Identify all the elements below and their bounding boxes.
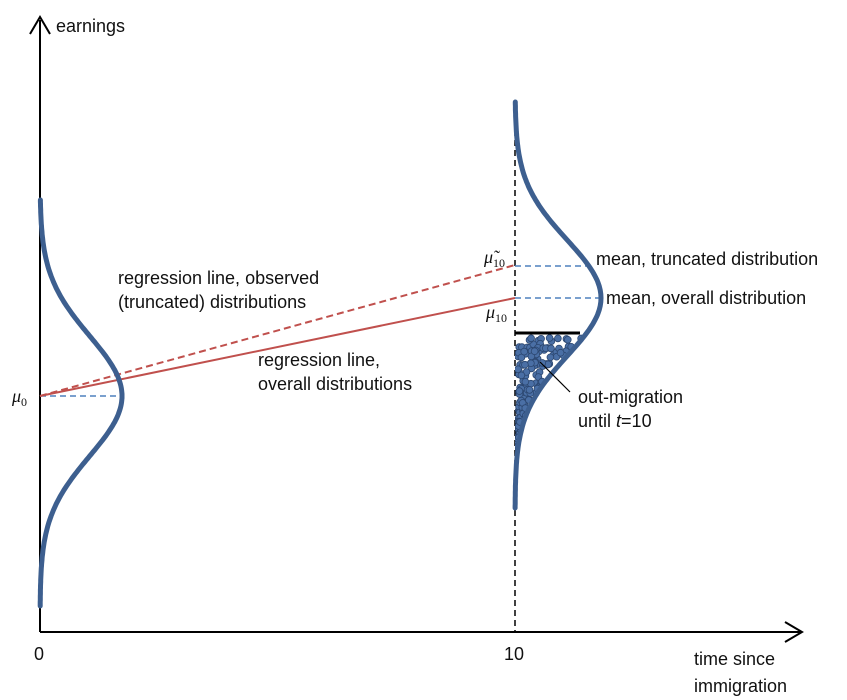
outmigration-dot (546, 353, 555, 362)
y-axis-label: earnings (56, 16, 125, 36)
x-axis-arrowhead (784, 621, 804, 643)
density-curve-t0 (37, 197, 125, 609)
x-tick-10: 10 (504, 644, 524, 664)
outmigration-dots (515, 334, 585, 452)
regression-observed-label-line2: (truncated) distributions (118, 292, 306, 312)
outmigration-dot (515, 365, 522, 374)
outmigration-dot (538, 359, 547, 367)
outmigration-dot (522, 368, 531, 376)
mu-0-label: μ0 (11, 386, 27, 409)
outmigration-dot (547, 344, 555, 353)
outmigration-dot (521, 377, 530, 386)
outmigration-dot (525, 386, 534, 394)
outmigration-dot (520, 347, 528, 356)
outmigration-dot (554, 334, 562, 343)
outmigration-dot (545, 334, 554, 342)
outmigration-dot (517, 371, 526, 380)
x-tick-0: 0 (34, 644, 44, 664)
outmigration-label-line2: until t=10 (578, 411, 652, 431)
regression-overall-label-line1: regression line, (258, 350, 380, 370)
outmigration-dot (521, 360, 529, 369)
outmigration-dot (527, 334, 535, 343)
mean-overall-label: mean, overall distribution (606, 288, 806, 308)
outmigration-dot (530, 347, 539, 356)
outmigration-pointer (539, 361, 571, 393)
outmigration-dot (556, 348, 565, 357)
outmigration-label-line1: out-migration (578, 387, 683, 407)
mean-truncated-label: mean, truncated distribution (596, 249, 818, 269)
mu-10-label: μ10 (485, 302, 507, 325)
outmigration-dot (515, 387, 524, 395)
outmigration-dot (563, 335, 572, 344)
mu-tilde-10-label: μ̃10 (483, 247, 505, 270)
regression-observed-label-line1: regression line, observed (118, 268, 319, 288)
x-axis-label-line1: time since (694, 649, 775, 669)
y-axis-arrowhead (29, 15, 51, 35)
density-curve-t10 (512, 99, 604, 511)
regression-overall-label-line2: overall distributions (258, 374, 412, 394)
x-axis-label-line2: immigration (694, 676, 787, 696)
